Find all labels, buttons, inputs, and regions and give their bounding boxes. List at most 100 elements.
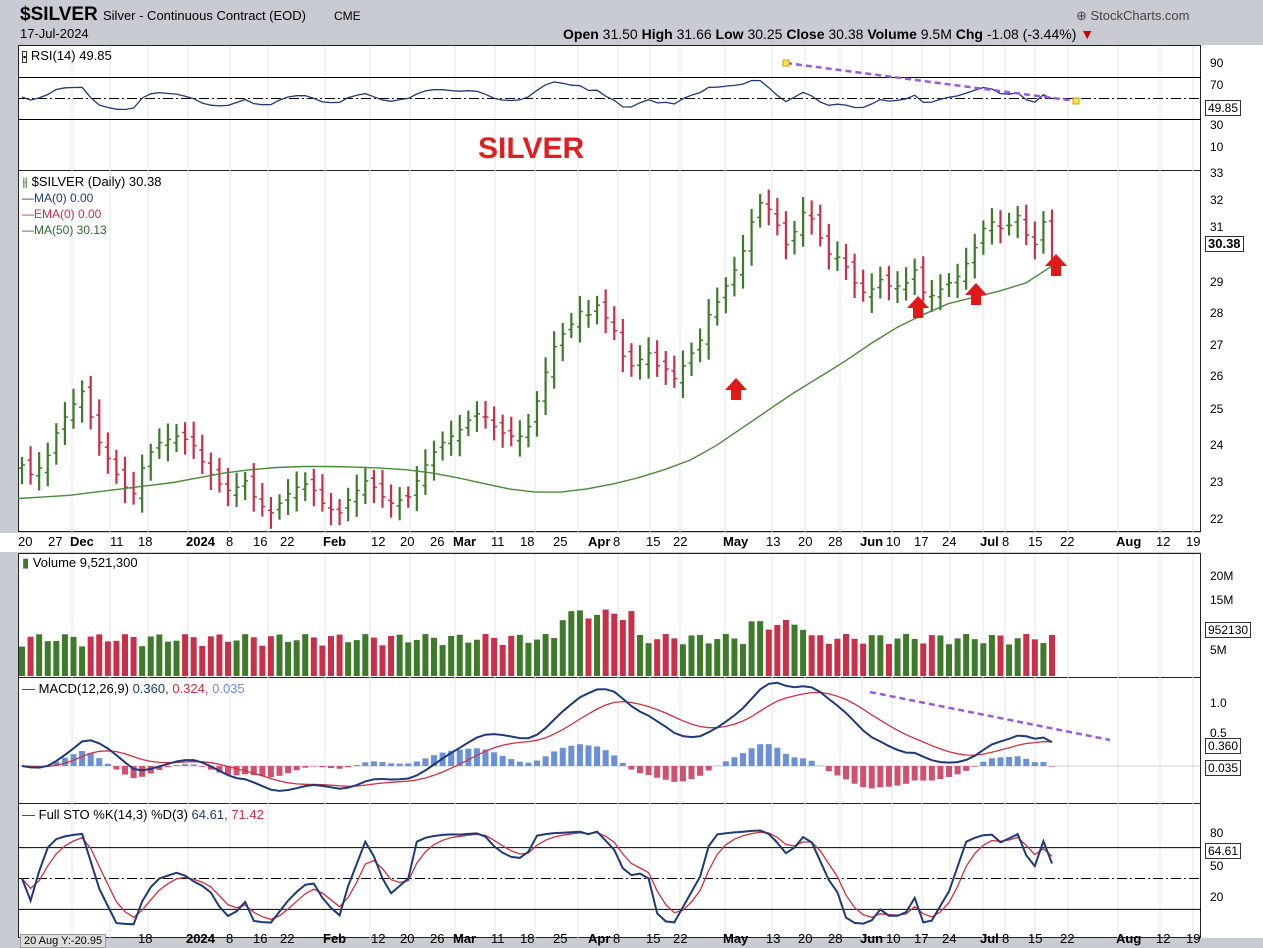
- price-tick: 22: [1210, 512, 1224, 526]
- macd-histogram-bar: [697, 766, 704, 776]
- exchange: CME: [334, 9, 361, 23]
- sto-value-box: 64.61: [1205, 843, 1242, 859]
- volume-bar: [602, 609, 609, 676]
- macd-histogram-bar: [465, 748, 472, 766]
- macd-histogram-bar: [328, 766, 334, 769]
- date-tick: 12: [1156, 534, 1171, 549]
- volume-bar: [370, 637, 377, 676]
- volume-bar: [473, 639, 480, 676]
- macd-histogram-bar: [791, 757, 798, 766]
- volume-bar: [259, 645, 266, 676]
- ohlc-bar: Open 31.50 High 31.66 Low 30.25 Close 30…: [563, 26, 1094, 42]
- date-tick: 15: [1028, 534, 1043, 549]
- macd-panel: [18, 677, 1201, 804]
- volume-bar: [1031, 639, 1038, 676]
- sto-d-value: 71.42: [231, 807, 264, 822]
- close-value: 30.38: [828, 26, 864, 42]
- macd-histogram-bar: [207, 766, 214, 770]
- sto-d-line: [21, 831, 1053, 921]
- macd-histogram-bar: [671, 766, 678, 782]
- volume-bar: [980, 643, 987, 676]
- date-tick: 8: [226, 534, 234, 549]
- macd-tick: 1.0: [1210, 696, 1227, 710]
- date-axis: 20 27 Dec 11 18 2024 8 16 22 Feb 12 20 26 Mar 11 18 25 Ap…: [0, 533, 1263, 552]
- macd-histogram-bar: [731, 757, 738, 766]
- macd-histogram-bar: [499, 755, 506, 766]
- sto-tick: 80: [1210, 826, 1224, 840]
- rsi-panel: [18, 45, 1201, 171]
- volume-bar: [791, 624, 798, 676]
- macd-histogram-bar: [534, 760, 540, 766]
- chg-label: Chg: [955, 26, 983, 42]
- date-tick: Apr: [588, 931, 611, 946]
- volume-bar: [885, 644, 892, 676]
- macd-histogram-bar: [104, 763, 111, 766]
- volume-bar: [362, 634, 369, 676]
- date-tick: 13: [766, 534, 781, 549]
- macd-histogram-bar: [164, 766, 171, 768]
- volume-bar: [697, 635, 704, 676]
- volume-bar: [96, 634, 103, 676]
- volume-bar: [456, 634, 463, 676]
- up-arrow-icon: [725, 378, 747, 400]
- macd-histogram-bar: [53, 761, 60, 766]
- volume-bar: [765, 629, 772, 676]
- date-tick: Jun: [860, 931, 884, 946]
- macd-histogram-bar: [980, 761, 987, 766]
- date-tick: 13: [766, 931, 781, 946]
- price-legend: ⫵ $SILVER (Daily) 30.38: [22, 174, 161, 190]
- price-value-box: 30.38: [1205, 236, 1244, 252]
- volume-bar: [551, 638, 558, 676]
- macd-histogram-bar: [997, 757, 1004, 766]
- date-tick: 24: [942, 534, 957, 549]
- macd-histogram-bar: [860, 766, 867, 788]
- macd-histogram-bar: [216, 766, 223, 773]
- macd-histogram-bar: [156, 766, 163, 770]
- volume-bar: [310, 637, 317, 676]
- volume-bar: [731, 638, 738, 676]
- macd-histogram-bar: [473, 748, 480, 766]
- volume-bar: [534, 639, 540, 676]
- volume-bar: [345, 642, 352, 676]
- volume-bar: [637, 634, 643, 676]
- price-series: [17, 189, 1055, 529]
- brand-logo[interactable]: ⊕ StockCharts.com: [1076, 8, 1190, 23]
- rsi-label: RSI(14) 49.85: [30, 48, 112, 63]
- volume-bar: [946, 644, 952, 676]
- macd-histogram-bar: [259, 766, 266, 777]
- date-tick: 10: [886, 534, 901, 549]
- date-tick: 20: [798, 931, 813, 946]
- volume-bar: [216, 634, 223, 676]
- volume-bar: [782, 620, 789, 676]
- close-label: Close: [786, 26, 825, 42]
- volume-bar: [61, 634, 68, 676]
- ohlc-bar-icon: ⫵: [22, 174, 28, 189]
- date-tick: Mar: [453, 534, 477, 549]
- date-tick: May: [723, 931, 749, 946]
- volume-bar: [834, 638, 841, 676]
- macd-histogram-bar: [1040, 761, 1047, 766]
- rsi-legend: ▪ RSI(14) 49.85: [22, 48, 112, 63]
- volume-bar: [971, 639, 978, 676]
- date-tick: 25: [553, 534, 568, 549]
- date-tick: 22: [673, 931, 688, 946]
- date-tick: 17: [914, 931, 929, 946]
- date-tick: 20: [400, 534, 415, 549]
- sto-tick: 20: [1210, 890, 1224, 904]
- macd-histogram-bar: [482, 749, 489, 766]
- volume-bar: [413, 639, 420, 676]
- volume-bar: [1023, 634, 1030, 676]
- macd-histogram-bar: [602, 750, 609, 766]
- macd-histogram-bar: [345, 766, 352, 768]
- rsi-tick: 70: [1210, 78, 1224, 92]
- ma50-label: MA(50) 30.13: [34, 223, 107, 237]
- signal-line: [21, 691, 1053, 787]
- volume-bar: [422, 634, 429, 676]
- date-tick: 12: [1156, 931, 1171, 946]
- macd-legend: — MACD(12,26,9) 0.360, 0.324, 0.035: [22, 681, 245, 696]
- date-tick: 8: [613, 534, 621, 549]
- macd-line-icon: —: [22, 681, 35, 696]
- macd-histogram-bar: [362, 762, 369, 766]
- macd-histogram-bar: [516, 761, 523, 766]
- macd-histogram-bar: [654, 766, 661, 778]
